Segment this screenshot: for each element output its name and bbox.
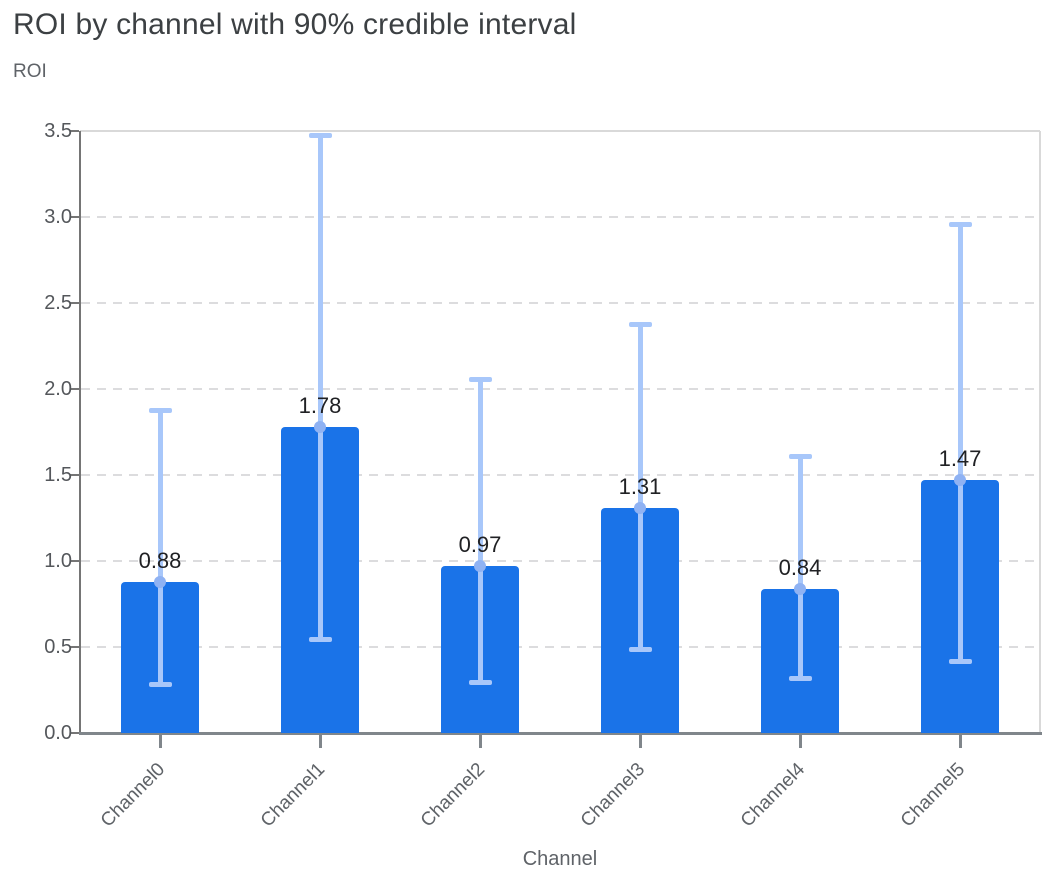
y-tick-mark <box>70 388 79 390</box>
value-label-channel1: 1.78 <box>298 392 342 418</box>
y-tick-label: 1.0 <box>44 550 72 572</box>
y-tick-mark <box>70 732 79 734</box>
x-tick-mark <box>958 735 962 748</box>
y-tick-label: 2.5 <box>44 292 72 314</box>
error-bar-cap-low <box>788 676 812 682</box>
value-label-channel5: 1.47 <box>938 446 982 472</box>
error-bar-line <box>957 222 963 665</box>
y-tick-label: 0.5 <box>44 636 72 658</box>
gridline <box>81 216 1038 218</box>
error-bar-line <box>157 407 163 687</box>
x-tick-mark <box>798 735 802 748</box>
x-axis-title: Channel <box>522 848 598 870</box>
x-tick-mark <box>478 735 482 748</box>
error-bar-mean-dot <box>314 420 326 433</box>
error-bar-cap-low <box>628 647 652 653</box>
y-tick-label: 1.5 <box>44 464 72 486</box>
error-bar-mean-dot <box>474 560 486 573</box>
value-label-channel4: 0.84 <box>778 554 822 580</box>
x-axis-line <box>79 732 1042 735</box>
gridline <box>81 474 1038 476</box>
error-bar-mean-dot <box>794 582 806 595</box>
error-bar-line <box>317 132 323 642</box>
y-tick-mark <box>70 130 79 132</box>
x-tick-label-channel4: Channel4 <box>736 759 809 832</box>
value-label-channel2: 0.97 <box>458 532 502 558</box>
error-bar-mean-dot <box>634 501 646 514</box>
error-bar-line <box>797 454 803 682</box>
error-bar-cap-high <box>628 321 652 327</box>
x-tick-mark <box>318 735 322 748</box>
x-tick-mark <box>638 735 642 748</box>
error-bar-cap-low <box>948 659 972 665</box>
y-tick-label: 2.0 <box>44 378 72 400</box>
gridline <box>81 388 1038 390</box>
x-tick-label-channel2: Channel2 <box>416 759 489 832</box>
gridline <box>81 560 1038 562</box>
x-tick-label-channel3: Channel3 <box>576 759 649 832</box>
value-label-channel0: 0.88 <box>138 547 182 573</box>
error-bar-mean-dot <box>954 474 966 487</box>
error-bar-cap-high <box>308 132 332 138</box>
gridline <box>81 646 1038 648</box>
error-bar-cap-high <box>788 454 812 460</box>
error-bar-line <box>477 376 483 685</box>
error-bar-cap-high <box>468 376 492 382</box>
y-tick-mark <box>70 474 79 476</box>
y-axis-line <box>79 131 81 733</box>
error-bar-cap-high <box>948 222 972 228</box>
x-tick-label-channel5: Channel5 <box>896 759 969 832</box>
plot-border-top <box>80 130 1040 132</box>
y-tick-label: 3.5 <box>44 120 72 142</box>
x-tick-mark <box>158 735 162 748</box>
y-tick-label: 0.0 <box>44 722 72 744</box>
y-tick-mark <box>70 560 79 562</box>
error-bar-mean-dot <box>154 575 166 588</box>
y-tick-mark <box>70 646 79 648</box>
x-tick-label-channel1: Channel1 <box>256 759 329 832</box>
plot-border-right <box>1039 131 1041 733</box>
error-bar-line <box>637 321 643 653</box>
gridline <box>81 302 1038 304</box>
y-tick-mark <box>70 216 79 218</box>
plot-area: 0.0 0.5 1.0 1.5 2.0 2.5 3.0 3.5 Channel0 Channel1… <box>44 120 1042 831</box>
y-tick-label: 3.0 <box>44 206 72 228</box>
value-label-channel3: 1.31 <box>618 473 662 499</box>
y-tick-mark <box>70 302 79 304</box>
error-bar-cap-low <box>468 679 492 685</box>
x-tick-label-channel0: Channel0 <box>96 759 169 832</box>
chart-title: ROI by channel with 90% credible interva… <box>13 8 577 41</box>
error-bar-cap-high <box>148 407 172 413</box>
y-axis-title: ROI <box>13 61 47 82</box>
error-bar-cap-low <box>308 636 332 642</box>
error-bar-cap-low <box>148 681 172 687</box>
